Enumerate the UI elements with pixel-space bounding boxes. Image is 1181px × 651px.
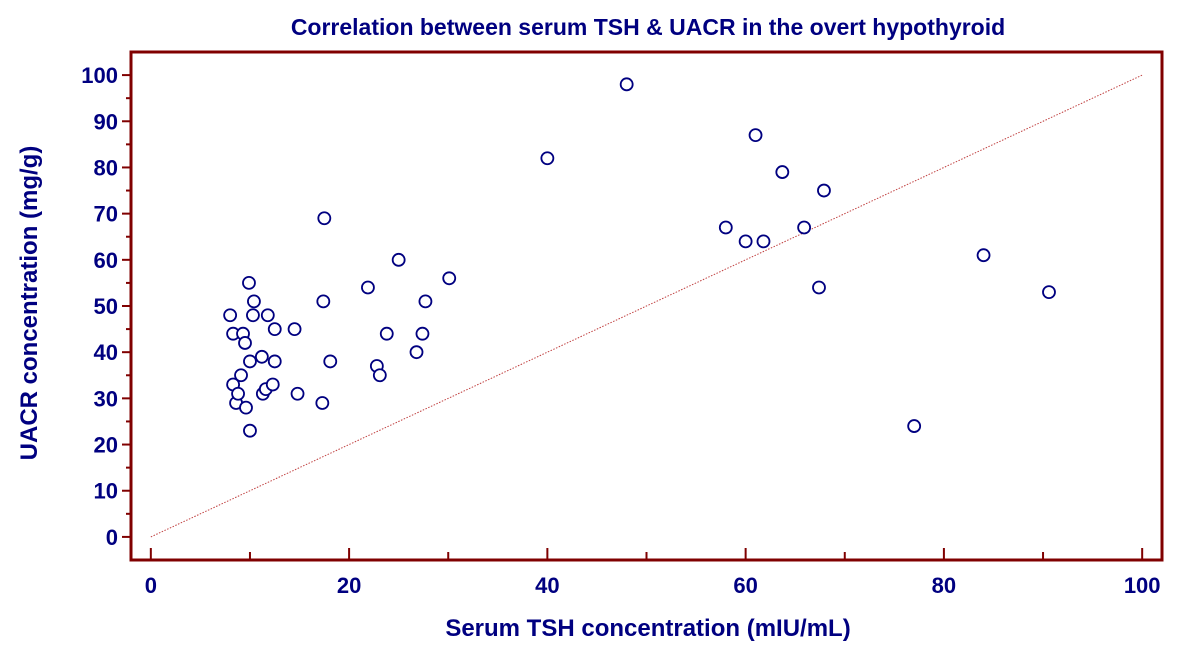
data-point <box>442 271 457 286</box>
data-point <box>234 368 248 383</box>
y-tick-label: 50 <box>94 294 118 319</box>
y-tick-label: 90 <box>94 109 118 134</box>
data-point <box>316 294 331 309</box>
data-point <box>718 220 733 235</box>
data-point <box>907 419 922 433</box>
y-tick-label: 40 <box>94 340 118 365</box>
data-point <box>409 345 424 360</box>
data-point <box>756 234 771 249</box>
y-tick-label: 30 <box>94 386 118 411</box>
y-axis-label: UACR concentration (mg/g) <box>16 146 43 461</box>
y-tick-label: 80 <box>94 155 118 180</box>
x-tick-label: 0 <box>145 573 157 598</box>
data-point <box>323 354 338 369</box>
data-point <box>239 400 253 415</box>
data-point <box>231 386 245 401</box>
x-tick-label: 20 <box>337 573 361 598</box>
data-point <box>223 308 238 323</box>
x-axis-label: Serum TSH concentration (mIU/mL) <box>445 615 850 642</box>
data-point <box>391 252 406 267</box>
data-point <box>260 308 275 323</box>
data-point <box>242 276 256 290</box>
data-point <box>817 183 831 198</box>
data-point <box>238 336 252 350</box>
data-point <box>254 349 269 364</box>
chart-title: Correlation between serum TSH & UACR in … <box>291 14 1005 40</box>
data-point <box>418 294 433 309</box>
data-point <box>372 368 387 383</box>
reference-line <box>150 74 1143 538</box>
y-tick-label: 0 <box>106 525 118 550</box>
x-tick-label: 100 <box>1124 573 1161 598</box>
y-tick-label: 100 <box>81 63 118 88</box>
y-tick-label: 60 <box>94 248 118 273</box>
data-point <box>415 326 430 341</box>
data-point <box>361 280 375 295</box>
data-point <box>265 377 280 392</box>
data-point <box>290 386 305 401</box>
data-point <box>976 248 991 263</box>
x-tick-label: 80 <box>932 573 956 598</box>
data-point <box>267 354 282 369</box>
data-point <box>246 308 260 323</box>
data-point <box>775 165 790 179</box>
data-point <box>243 423 257 438</box>
data-point <box>797 220 812 235</box>
data-point <box>287 322 302 336</box>
data-point <box>317 211 332 226</box>
data-point <box>540 151 555 166</box>
data-point <box>748 128 763 143</box>
y-tick-label: 70 <box>94 202 118 227</box>
data-point <box>267 322 282 336</box>
y-tick-label: 20 <box>94 433 118 458</box>
data-point <box>619 77 634 92</box>
data-point <box>243 354 257 369</box>
x-tick-label: 40 <box>535 573 559 598</box>
data-point <box>379 326 394 341</box>
y-tick-label: 10 <box>94 479 118 504</box>
data-point <box>247 294 261 309</box>
x-tick-label: 60 <box>733 573 757 598</box>
data-point <box>812 280 826 295</box>
data-point <box>315 396 330 410</box>
data-point <box>1042 285 1056 300</box>
data-point <box>738 234 753 249</box>
